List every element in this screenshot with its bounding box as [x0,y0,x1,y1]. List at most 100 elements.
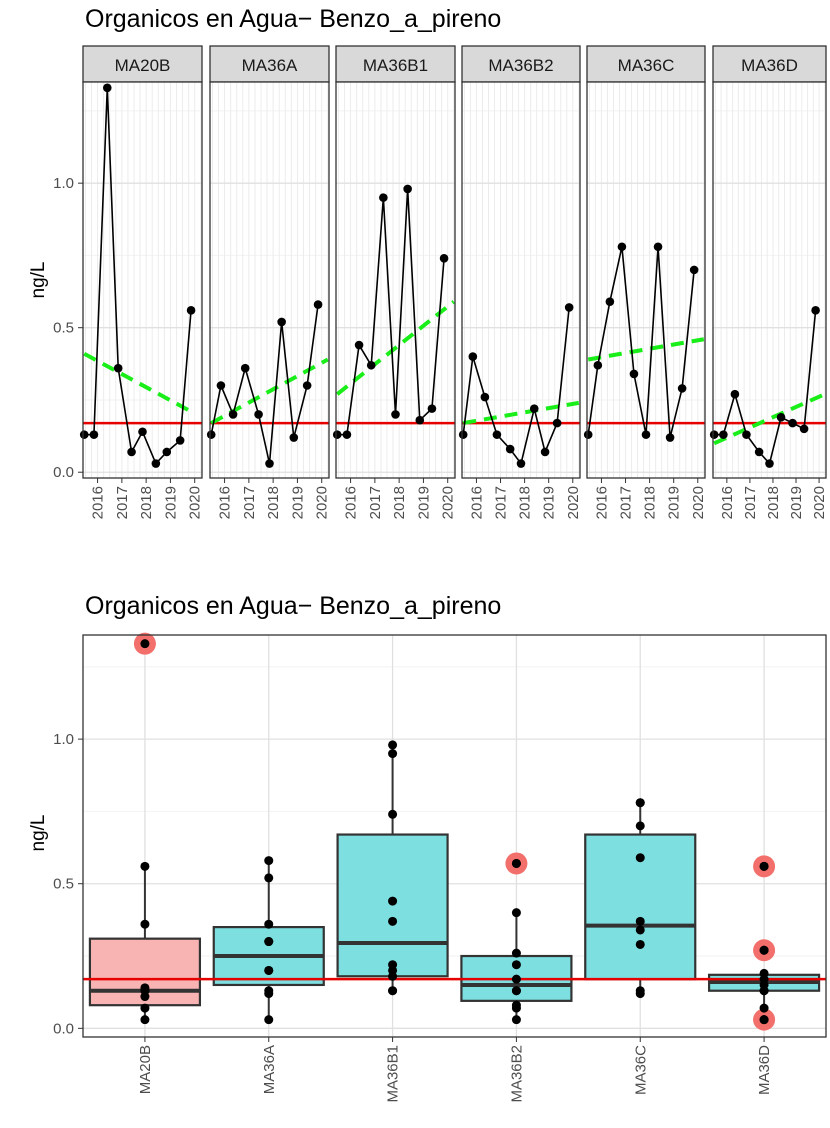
facet-x-tick-label: 2016 [217,486,234,519]
facet-data-point [138,427,147,437]
facet-data-point [391,410,400,419]
box-data-point [635,798,645,808]
box-data-point [264,937,274,947]
box-data-point [759,968,769,978]
facet-data-point [505,444,515,454]
facet-data-point [289,433,299,442]
facet-chart-title: Organicos en Agua− Benzo_a_pireno [85,5,501,33]
box-data-point [140,1015,150,1025]
facet-y-tick-label: 1.0 [53,175,74,192]
facet-data-point [540,447,550,457]
facet-data-point [665,433,675,442]
facet-data-point [629,369,639,379]
facet-x-tick-label: 2020 [314,486,331,519]
box-data-point [388,749,398,759]
facet-data-point [776,412,786,422]
facet-series-line [587,246,695,438]
box-data-point [635,986,645,996]
facet-data-point [277,317,286,327]
box-ma36a [212,860,325,1020]
facet-series-line [84,87,192,465]
facet-data-point [709,430,719,439]
facet-panel-background [83,82,202,478]
facet-panel-background [713,82,826,478]
facet-panel-border [586,81,706,479]
box-data-point [511,1000,521,1010]
box-data-point [264,856,274,866]
facet-x-tick-label: 2020 [690,486,707,519]
box-data-point [140,1003,150,1013]
box-data-point [388,896,398,906]
facet-y-tick-label: 0.0 [53,464,74,481]
facet-data-point [302,381,312,390]
box-outlier-point [759,861,769,871]
box-data-point [635,939,645,949]
facet-x-tick-label: 2017 [742,486,759,519]
facet-data-point [206,430,216,439]
facet-data-point [332,430,342,439]
facet-data-point [799,424,809,434]
box-data-point [511,986,521,996]
box-y-tick-label: 0.5 [53,876,74,893]
box-data-point [140,861,150,871]
box-data-point [264,919,274,929]
facet-strip-label: MA36D [741,56,798,75]
facet-panel-background [462,82,580,478]
facet-data-point [254,410,263,419]
box-outlier-point [759,1015,769,1025]
facet-data-point [186,306,196,315]
facet-data-point [730,389,740,399]
facet-trend-line [335,300,456,396]
box-panel-border [82,634,827,1038]
facet-data-point [719,430,728,439]
facet-data-point [653,242,663,252]
facet-x-tick-label: 2019 [289,486,306,519]
facet-strip-label: MA20B [115,56,171,75]
facet-data-point [564,303,574,312]
facet-strip-label: MA36A [242,56,298,75]
facet-data-point [458,430,468,439]
box-data-point [511,960,521,970]
facet-series-line [337,188,445,436]
facet-y-axis-label: ng/L [28,262,49,299]
facet-x-tick-label: 2018 [138,486,155,519]
facet-data-point [403,184,412,194]
facet-panels: 0.0 0.5 1.0 MA20B 2016 2017 2018 2019 2020 MA36A 2… [53,45,828,519]
box-plot-panel: 0.0 0.5 1.0 MA20B MA36A MA36B1 MA36B2 MA36C MA36… [53,632,827,1103]
facet-data-point [366,360,376,370]
box-data-point [264,986,274,996]
facet-data-point [354,340,364,350]
box-outlier-point [140,639,150,649]
facet-data-point [480,392,490,402]
facet-data-point [617,242,627,252]
facet-data-point [788,418,797,428]
facet-data-point [415,415,425,425]
facet-data-point [689,265,699,275]
facet-data-point [102,83,112,93]
box-data-point [140,919,150,929]
facet-strip-label: MA36C [618,56,675,75]
facet-series-line [210,304,319,464]
box-panel-background [83,635,826,1037]
facet-x-tick-label: 2017 [367,486,384,519]
facet-data-point [175,436,185,445]
box-outlier-point [759,945,769,955]
box-data-point [635,853,645,863]
facet-x-tick-label: 2016 [593,486,610,519]
facet-strip [461,45,581,83]
facet-x-tick-label: 2017 [493,486,510,519]
facet-x-tick-label: 2020 [811,486,828,519]
box-data-point [388,916,398,926]
box-data-point [388,986,398,996]
facet-data-point [677,384,687,393]
facet-data-point [427,404,437,413]
facet-x-tick-label: 2019 [162,486,179,519]
box-x-tick-label: MA36B1 [385,1045,402,1103]
facet-data-point [113,363,123,373]
box-outlier-point [511,858,521,868]
facet-x-tick-label: 2019 [666,486,683,519]
facet-x-tick-label: 2020 [440,486,457,519]
box-data-point [264,965,274,975]
box-data-point [388,960,398,970]
